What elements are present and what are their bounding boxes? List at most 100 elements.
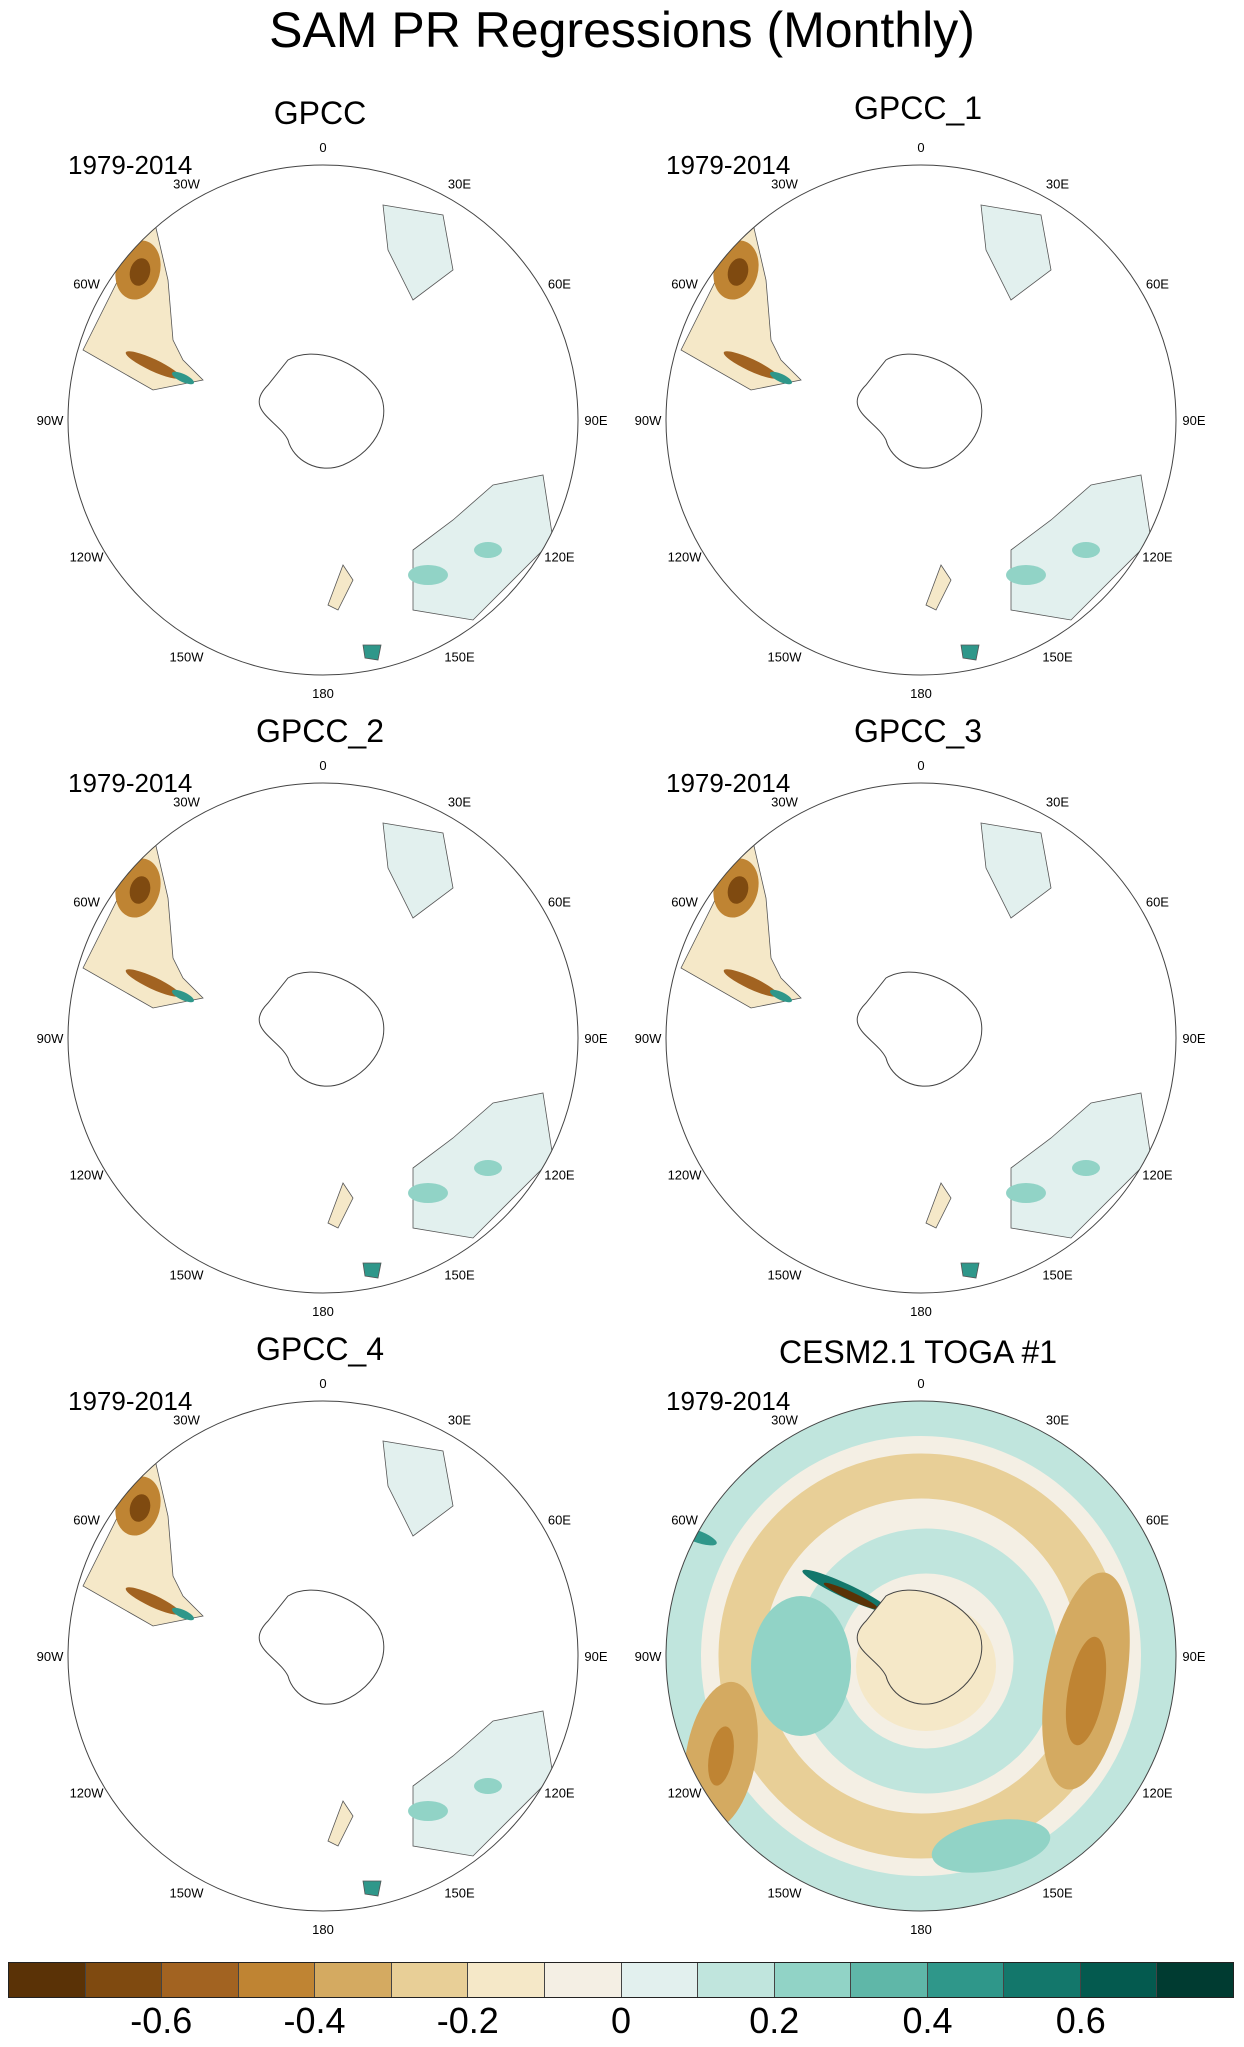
longitude-label: 90E: [584, 1031, 607, 1046]
panel-period: 1979-2014: [68, 768, 193, 798]
longitude-label: 90W: [635, 1649, 662, 1664]
longitude-label: 120W: [70, 1786, 105, 1801]
longitude-label: 120W: [668, 1168, 703, 1183]
outer-ring-positive: [666, 1401, 1176, 1911]
longitude-label: 180: [312, 1922, 334, 1937]
colorbar-box: [1157, 1963, 1233, 1997]
longitude-label: 120W: [70, 1168, 105, 1183]
longitude-label: 150W: [170, 1885, 205, 1900]
tasmania-land: [362, 644, 382, 661]
longitude-label: 30E: [1046, 795, 1069, 810]
longitude-label: 150W: [170, 649, 205, 664]
panel-period: 1979-2014: [68, 1386, 193, 1416]
negative-anomaly-band: [823, 1582, 879, 1610]
longitude-label: 150E: [444, 1885, 475, 1900]
longitude-label: 180: [910, 1304, 932, 1319]
longitude-label: 90E: [1182, 1649, 1205, 1664]
longitude-label: 180: [312, 1304, 334, 1319]
colorbar: [8, 1962, 1234, 1998]
colorbar-box: [468, 1963, 545, 1997]
map-panel: GPCC_1 1979-2014 0 30E 60E 90E 120E 150E 180 150W…: [618, 90, 1218, 710]
longitude-label: 60W: [671, 277, 698, 292]
colorbar-tick-label: 0.6: [1055, 2000, 1106, 2041]
longitude-label: 150E: [1042, 1267, 1073, 1282]
negative-anomaly-south: [125, 1587, 181, 1615]
longitude-label: 150W: [768, 1885, 803, 1900]
longitude-label: 30W: [771, 1413, 798, 1428]
longitude-label: 150W: [768, 1267, 803, 1282]
longitude-label: 60E: [1146, 277, 1169, 292]
negative-anomaly-south: [723, 351, 779, 379]
longitude-label: 90W: [37, 1031, 64, 1046]
tasmania-land: [960, 1262, 980, 1279]
map-boundary: [665, 164, 1177, 676]
panel-title: GPCC: [273, 95, 367, 131]
new-zealand-land: [925, 564, 952, 611]
longitude-label: 90W: [635, 1031, 662, 1046]
longitude-label: 120W: [668, 550, 703, 565]
positive-anomaly-south: [931, 1819, 1051, 1873]
longitude-label: 150W: [170, 1267, 205, 1282]
longitude-label: 30W: [173, 795, 200, 810]
longitude-label: 60E: [548, 277, 571, 292]
positive-anomaly-australia-east: [1072, 542, 1100, 558]
longitude-label: 60W: [73, 1513, 100, 1528]
panel-period: 1979-2014: [666, 150, 791, 180]
positive-anomaly-southwest: [751, 1596, 851, 1736]
map-panel: GPCC_3 1979-2014 0 30E 60E 90E 120E 150E 180 150W…: [618, 708, 1218, 1328]
positive-anomaly-tip: [171, 989, 195, 1003]
tasmania-land: [362, 1262, 382, 1279]
colorbar-box: [1080, 1963, 1158, 1997]
longitude-label: 0: [319, 140, 326, 155]
longitude-label: 90E: [1182, 413, 1205, 428]
longitude-label: 120W: [668, 1786, 703, 1801]
positive-anomaly-tip: [769, 371, 793, 385]
negative-anomaly-north-core: [727, 258, 749, 286]
colorbar-box: [1004, 1963, 1081, 1997]
positive-anomaly-australia-east: [1072, 1160, 1100, 1176]
negative-anomaly-south: [125, 351, 181, 379]
longitude-label: 120E: [1142, 1786, 1173, 1801]
negative-anomaly-east-core: [1065, 1636, 1107, 1746]
longitude-label: 120E: [544, 1168, 575, 1183]
longitude-label: 150E: [1042, 1885, 1073, 1900]
negative-anomaly-north-core: [129, 258, 151, 286]
longitude-label: 60W: [671, 1513, 698, 1528]
longitude-label: 60E: [548, 1513, 571, 1528]
africa-land: [980, 822, 1052, 919]
longitude-label: 120E: [1142, 550, 1173, 565]
longitude-label: 120E: [544, 550, 575, 565]
africa-land: [382, 822, 454, 919]
longitude-label: 180: [910, 686, 932, 701]
longitude-label: 90E: [584, 413, 607, 428]
longitude-label: 30W: [771, 795, 798, 810]
antarctica-outline: [856, 1589, 983, 1705]
map-boundary: [665, 782, 1177, 1294]
longitude-label: 30W: [771, 177, 798, 192]
negative-anomaly-north-core: [129, 876, 151, 904]
colorbar-tick-label: -0.4: [283, 2000, 346, 2041]
longitude-label: 150E: [1042, 649, 1073, 664]
antarctica-outline: [258, 971, 385, 1087]
negative-anomaly-north-core: [727, 876, 749, 904]
positive-anomaly-australia: [1006, 565, 1046, 585]
positive-anomaly-australia: [408, 1801, 448, 1821]
africa-land: [382, 204, 454, 301]
positive-anomaly-tip: [769, 989, 793, 1003]
panel-title: GPCC_1: [853, 90, 983, 126]
africa-land: [980, 204, 1052, 301]
new-zealand-land: [327, 1800, 354, 1847]
panel-title: GPCC_4: [255, 1331, 385, 1367]
colorbar-box: [774, 1963, 852, 1997]
map-boundary: [67, 1400, 579, 1912]
longitude-label: 0: [319, 758, 326, 773]
positive-anomaly-australia-east: [474, 1778, 502, 1794]
polar-map: 0 30E 60E 90E 120E 150E 180 150W 120W 90W 60W 30W: [37, 140, 608, 701]
map-boundary: [665, 1400, 1177, 1912]
panel-title: GPCC_3: [853, 713, 983, 749]
colorbar-tick-label: -0.2: [436, 2000, 499, 2041]
colorbar-box: [162, 1963, 239, 1997]
colorbar-tick-label: 0.4: [902, 2000, 953, 2041]
colorbar-box: [544, 1963, 622, 1997]
longitude-label: 30E: [1046, 1413, 1069, 1428]
